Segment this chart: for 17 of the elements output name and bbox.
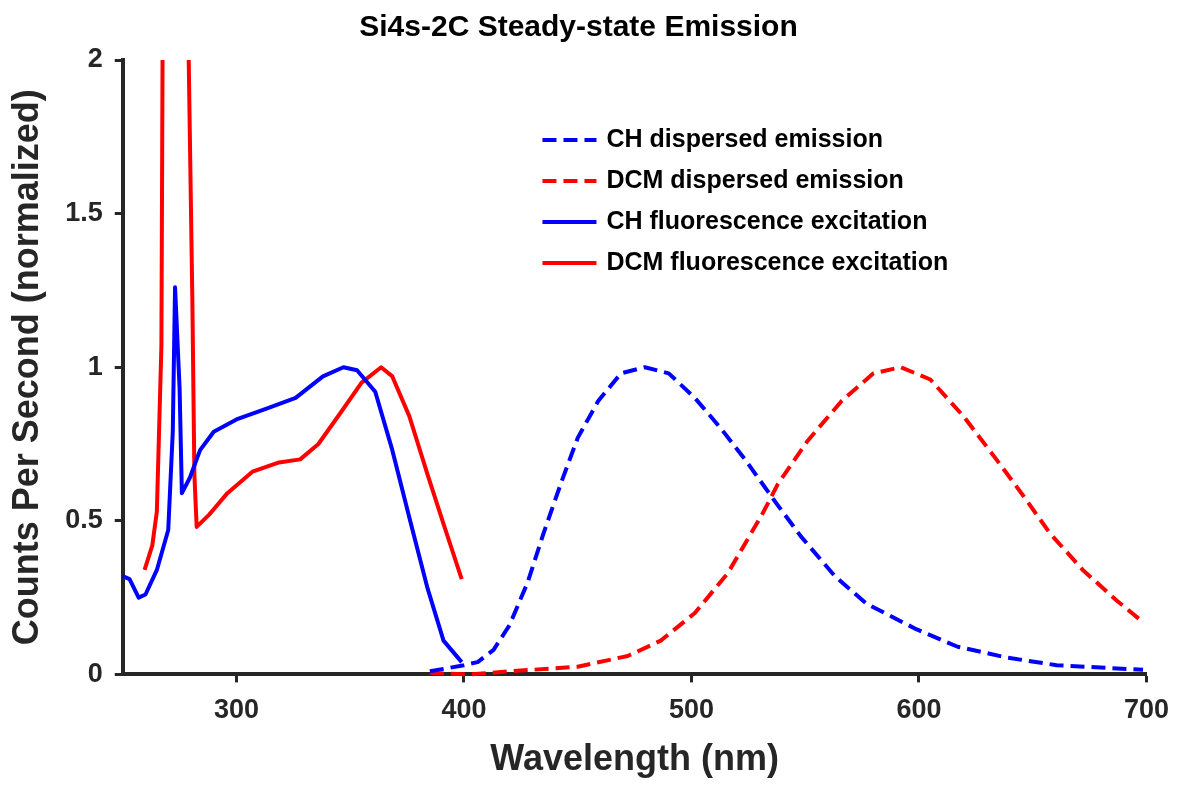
x-tick-label: 600 (896, 694, 942, 725)
legend-label: DCM dispersed emission (606, 164, 904, 193)
x-tick-label: 700 (1123, 694, 1170, 725)
x-tick-label: 400 (441, 694, 487, 725)
legend-label: CH dispersed emission (606, 123, 883, 152)
x-tick-label: 300 (213, 694, 260, 725)
y-tick-label: 0.5 (65, 504, 103, 535)
y-tick-label: 0 (87, 657, 103, 688)
legend-label: CH fluorescence excitation (606, 205, 928, 234)
y-tick-label: 1 (87, 350, 103, 381)
y-axis-title: Counts Per Second (normalized) (4, 89, 46, 646)
x-axis-title: Wavelength (nm) (490, 737, 779, 779)
y-tick-label: 2 (87, 43, 103, 74)
y-tick-label: 1.5 (65, 197, 103, 228)
chart-title: Si4s-2C Steady-state Emission (359, 9, 798, 43)
legend-label: DCM fluorescence excitation (606, 246, 949, 275)
x-tick-label: 500 (668, 694, 715, 725)
